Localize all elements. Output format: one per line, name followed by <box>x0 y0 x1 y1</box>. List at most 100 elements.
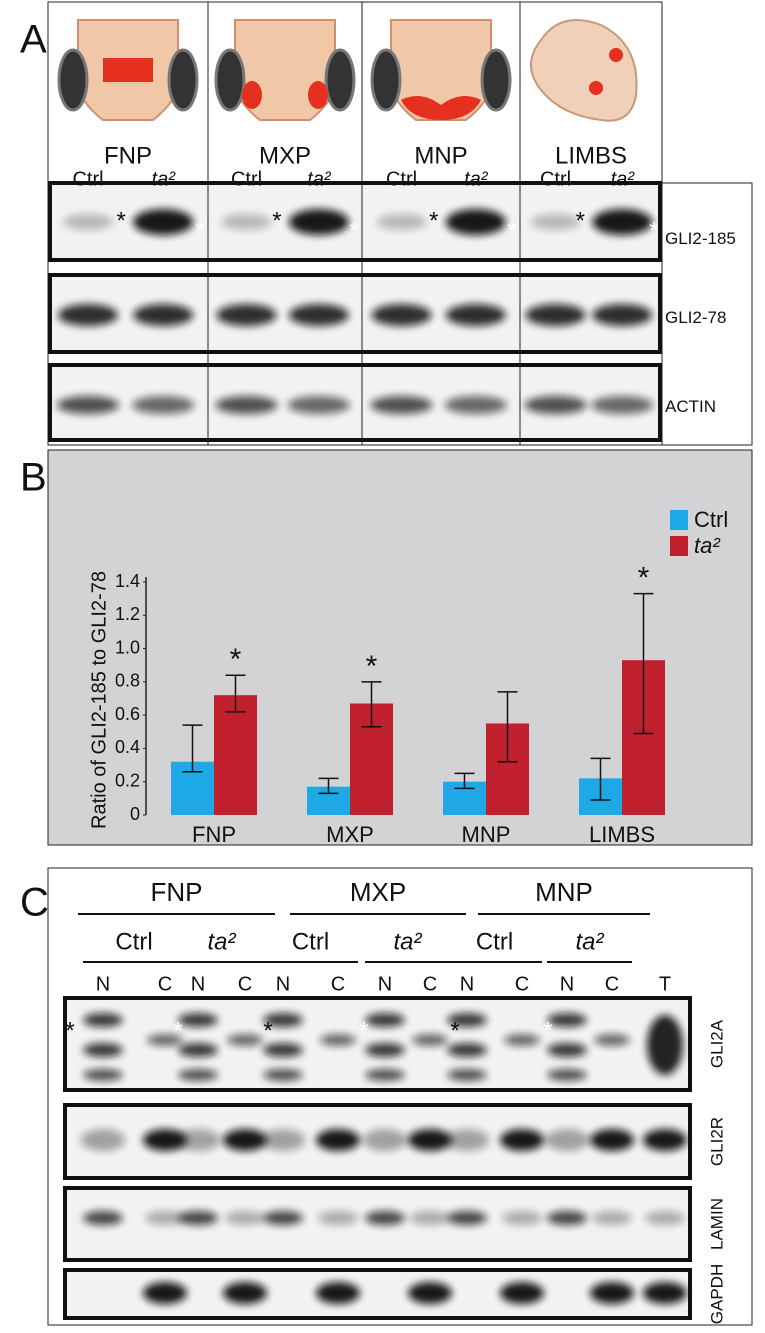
error-bar <box>497 691 518 763</box>
bar <box>214 695 257 815</box>
blot-band <box>178 1043 218 1057</box>
blot-band <box>591 396 654 414</box>
blot-label: GLI2-185 <box>665 229 736 248</box>
blot-band <box>504 1034 540 1046</box>
blot-band <box>83 1043 123 1057</box>
error-bar <box>361 681 382 728</box>
blot-label: GAPDH <box>707 1264 726 1324</box>
blot-band <box>590 1282 634 1304</box>
blot-band <box>447 1013 487 1027</box>
blot-band <box>143 1129 187 1151</box>
column-title: FNP <box>104 142 152 169</box>
blot-band <box>370 396 433 414</box>
marker: * <box>576 207 585 234</box>
blot-band <box>445 304 506 326</box>
blot-band <box>363 1129 407 1151</box>
y-tick-label: 0.4 <box>115 737 140 757</box>
marker: * <box>429 207 438 234</box>
blot-band <box>176 1129 220 1151</box>
condition-label: ta² <box>393 928 422 955</box>
y-tick-label: 0.8 <box>115 671 140 691</box>
blot-band <box>133 209 194 235</box>
lane-label: ta² <box>464 168 489 190</box>
lane-label: C <box>423 973 437 995</box>
significance-marker: * <box>230 643 242 676</box>
blot-band <box>592 209 653 235</box>
blot-band <box>215 396 278 414</box>
blot-band <box>500 1129 544 1151</box>
blot-band <box>643 1129 687 1151</box>
x-tick-label: MXP <box>326 822 374 847</box>
marker: * <box>450 1017 459 1044</box>
eye <box>480 48 512 112</box>
blot-band <box>547 1013 587 1027</box>
lane-label: N <box>460 973 474 995</box>
blot-band <box>502 1211 542 1225</box>
blot-band <box>376 214 427 230</box>
blot-frame <box>63 1186 692 1262</box>
lane-label: Ctrl <box>386 168 417 190</box>
panel-label: C <box>20 881 49 925</box>
blot-band <box>145 1211 185 1225</box>
column-title: MXP <box>259 142 311 169</box>
error-bar <box>225 674 246 713</box>
blot-band <box>547 1069 587 1081</box>
panel-label: B <box>20 456 47 500</box>
blot-band <box>365 1069 405 1081</box>
blot-label: LAMIN <box>707 1198 726 1250</box>
blot-band <box>81 1129 125 1151</box>
blot-band <box>223 1129 267 1151</box>
lane-label: C <box>238 973 252 995</box>
y-axis-title: Ratio of GLI2-185 to GLI2-78 <box>88 571 110 829</box>
x-tick-label: MNP <box>462 822 511 847</box>
blot-band <box>261 1129 305 1151</box>
eye <box>214 48 246 112</box>
error-bar <box>633 592 654 735</box>
significance-marker: * <box>366 650 378 683</box>
lane-label: C <box>331 973 345 995</box>
blot-band <box>500 1282 544 1304</box>
y-tick-label: 0.2 <box>115 770 140 790</box>
lane-label: N <box>191 973 205 995</box>
error-bar <box>318 777 339 795</box>
error-bar <box>182 724 203 773</box>
blot-frame <box>63 1103 692 1180</box>
blot-band <box>263 1211 303 1225</box>
legend-swatch <box>670 510 688 530</box>
marker: * <box>65 1017 74 1044</box>
blot-band <box>263 1013 303 1027</box>
error-bar <box>454 772 475 790</box>
blot-band <box>225 1211 265 1225</box>
significance-marker: * <box>638 562 650 595</box>
blot-band <box>287 396 350 414</box>
legend-label: ta² <box>694 533 720 558</box>
marker: * <box>507 217 516 244</box>
blot-band <box>408 1129 452 1151</box>
blot-band <box>365 1211 405 1225</box>
blot-band <box>590 1129 634 1151</box>
panel-label: A <box>20 18 47 62</box>
highlight <box>308 81 328 109</box>
lane-label: C <box>158 973 172 995</box>
lane-label: ta² <box>307 168 332 190</box>
blot-band <box>447 1211 487 1225</box>
lane-label: ta² <box>611 168 636 190</box>
highlight <box>589 81 603 95</box>
blot-band <box>524 396 587 414</box>
blot-band <box>288 209 349 235</box>
lane-label: N <box>560 973 574 995</box>
y-tick-label: 0 <box>130 804 140 824</box>
highlight <box>103 58 153 82</box>
blot-frame <box>48 181 662 262</box>
blot-band <box>408 1282 452 1304</box>
blot-band <box>410 1211 450 1225</box>
blot-frame <box>63 1268 692 1320</box>
lane-label: C <box>515 973 529 995</box>
blot-band <box>147 1034 183 1046</box>
x-tick-label: FNP <box>192 822 236 847</box>
blot-band <box>371 304 432 326</box>
blot-band <box>132 396 195 414</box>
blot-band <box>365 1013 405 1027</box>
blot-band <box>133 304 194 326</box>
